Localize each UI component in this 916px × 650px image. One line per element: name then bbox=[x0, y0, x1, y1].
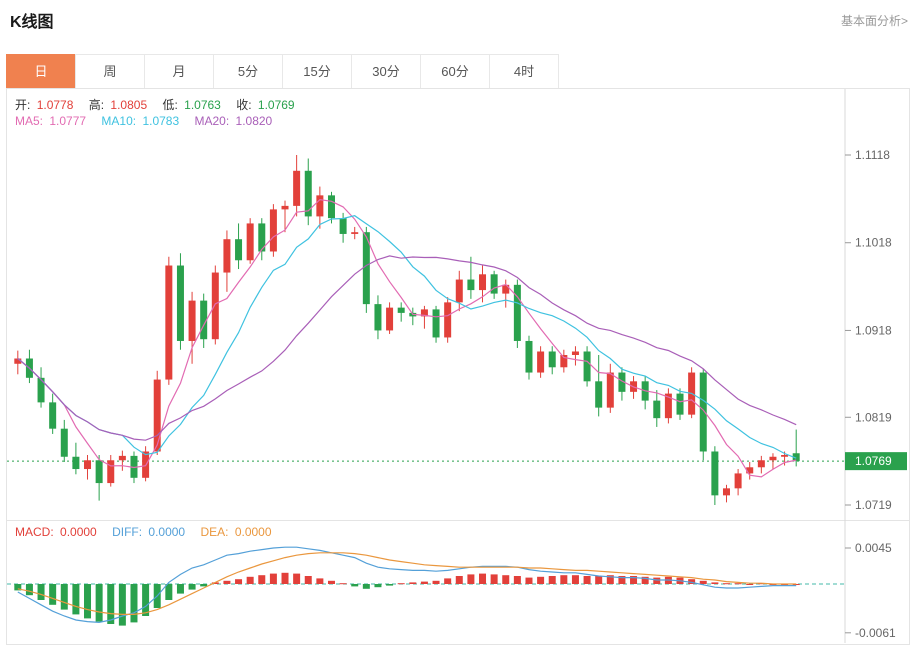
dea-line bbox=[17, 552, 797, 616]
svg-text:1.0819: 1.0819 bbox=[855, 410, 892, 424]
svg-text:1.1018: 1.1018 bbox=[855, 236, 892, 250]
period-tabs: 日周月 5分 15分 30分 60分 4时 bbox=[6, 54, 559, 89]
candles bbox=[14, 155, 800, 505]
svg-text:1.0918: 1.0918 bbox=[855, 323, 892, 337]
ma20-value: 1.0820 bbox=[235, 114, 273, 128]
ma5-line bbox=[17, 198, 797, 478]
tab-week[interactable]: 周 bbox=[75, 54, 145, 89]
dea-value: 0.0000 bbox=[234, 525, 272, 539]
page-title: K线图 bbox=[10, 14, 54, 31]
macd-label: MACD: bbox=[15, 525, 54, 539]
tab-day[interactable]: 日 bbox=[6, 54, 76, 89]
close-label: 收: bbox=[236, 98, 252, 112]
tab-5min[interactable]: 5分 bbox=[213, 54, 283, 89]
ma10-value: 1.0783 bbox=[142, 114, 180, 128]
diff-line bbox=[17, 546, 797, 624]
ma5-label: MA5: bbox=[15, 114, 44, 128]
open-label: 开: bbox=[15, 98, 31, 112]
ma10-label: MA10: bbox=[101, 114, 137, 128]
tab-4hour[interactable]: 4时 bbox=[489, 54, 559, 89]
open-value: 1.0778 bbox=[36, 98, 74, 112]
current-price-badge: 1.0769 bbox=[845, 452, 907, 471]
chart-box: 1.1118 1.1018 1.0918 1.0819 1.0719 1.0769 0.0… bbox=[6, 88, 910, 645]
tab-15min[interactable]: 15分 bbox=[282, 54, 352, 89]
price-y-axis: 1.1118 1.1018 1.0918 1.0819 1.0719 bbox=[844, 89, 892, 520]
price-chart[interactable]: 1.1118 1.1018 1.0918 1.0819 1.0719 1.0769 bbox=[7, 89, 909, 520]
macd-chart[interactable]: 0.0045 -0.0061 bbox=[7, 520, 909, 643]
svg-text:-0.0061: -0.0061 bbox=[855, 626, 896, 640]
ma5-value: 1.0777 bbox=[49, 114, 87, 128]
tab-month[interactable]: 月 bbox=[144, 54, 214, 89]
ma20-line bbox=[17, 255, 797, 441]
ma10-line bbox=[17, 215, 797, 459]
low-value: 1.0763 bbox=[184, 98, 221, 112]
ma-legend: MA5: 1.0777 MA10: 1.0783 MA20: 1.0820 bbox=[15, 114, 272, 128]
macd-histogram bbox=[14, 572, 800, 626]
high-value: 1.0805 bbox=[110, 98, 148, 112]
ma20-label: MA20: bbox=[194, 114, 230, 128]
svg-text:0.0045: 0.0045 bbox=[855, 541, 892, 555]
macd-value: 0.0000 bbox=[60, 525, 97, 539]
tab-30min[interactable]: 30分 bbox=[351, 54, 421, 89]
svg-text:1.1118: 1.1118 bbox=[855, 148, 890, 162]
tab-60min[interactable]: 60分 bbox=[420, 54, 490, 89]
fundamental-analysis-link[interactable]: 基本面分析> bbox=[840, 14, 908, 28]
diff-label: DIFF: bbox=[112, 525, 143, 539]
low-label: 低: bbox=[162, 98, 178, 112]
ohlc-legend: 开: 1.0778 高: 1.0805 低: 1.0763 收: 1.0769 bbox=[15, 96, 295, 113]
svg-text:1.0719: 1.0719 bbox=[855, 498, 892, 512]
diff-value: 0.0000 bbox=[148, 525, 186, 539]
dea-label: DEA: bbox=[200, 525, 229, 539]
close-value: 1.0769 bbox=[257, 98, 295, 112]
macd-y-axis: 0.0045 -0.0061 bbox=[845, 541, 896, 640]
macd-legend: MACD: 0.0000 DIFF: 0.0000 DEA: 0.0000 bbox=[15, 525, 272, 539]
high-label: 高: bbox=[88, 98, 105, 112]
svg-text:1.0769: 1.0769 bbox=[855, 454, 892, 468]
